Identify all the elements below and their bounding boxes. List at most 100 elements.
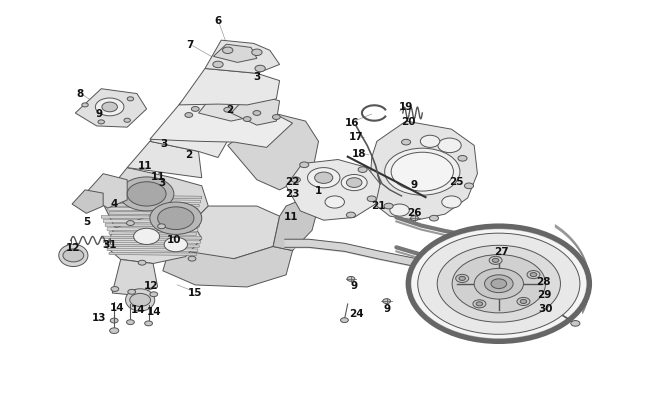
Circle shape (96, 99, 124, 117)
Circle shape (127, 98, 134, 102)
Circle shape (130, 294, 151, 307)
Text: 12: 12 (66, 242, 81, 252)
Text: 14: 14 (147, 307, 162, 316)
Circle shape (158, 224, 166, 229)
Polygon shape (72, 190, 103, 214)
Polygon shape (227, 114, 318, 190)
Circle shape (520, 300, 526, 304)
Text: 4: 4 (111, 198, 118, 208)
Circle shape (253, 111, 261, 116)
Text: 3: 3 (158, 177, 165, 187)
Circle shape (158, 207, 194, 230)
Circle shape (438, 139, 462, 153)
Text: 20: 20 (401, 117, 415, 127)
Circle shape (164, 238, 187, 252)
Circle shape (411, 216, 419, 221)
Circle shape (300, 162, 309, 168)
Polygon shape (127, 142, 202, 178)
Circle shape (127, 182, 166, 207)
Polygon shape (231, 94, 280, 126)
Circle shape (134, 229, 160, 245)
Polygon shape (107, 249, 198, 252)
Polygon shape (103, 241, 200, 244)
Text: 27: 27 (494, 247, 509, 257)
Text: 2: 2 (226, 104, 233, 115)
Text: 30: 30 (538, 303, 552, 313)
Polygon shape (101, 196, 202, 199)
Text: 2: 2 (185, 150, 192, 160)
Polygon shape (205, 41, 280, 74)
Circle shape (150, 292, 158, 297)
Text: 9: 9 (383, 303, 390, 313)
Text: 25: 25 (448, 177, 463, 186)
Circle shape (222, 48, 233, 54)
Circle shape (385, 149, 460, 196)
Circle shape (127, 221, 135, 226)
Circle shape (476, 302, 483, 306)
Text: 21: 21 (371, 201, 385, 211)
Text: 19: 19 (399, 101, 413, 111)
Circle shape (213, 62, 223, 68)
Text: 9: 9 (411, 179, 418, 189)
Circle shape (82, 104, 88, 108)
Circle shape (346, 213, 356, 218)
Polygon shape (370, 122, 477, 221)
Circle shape (120, 177, 174, 211)
Polygon shape (150, 118, 234, 158)
Circle shape (272, 115, 280, 120)
Text: 10: 10 (167, 234, 182, 245)
Circle shape (442, 196, 462, 209)
Text: 14: 14 (131, 305, 146, 314)
Circle shape (571, 321, 580, 326)
Circle shape (459, 277, 465, 281)
Circle shape (421, 136, 440, 148)
Circle shape (391, 153, 454, 192)
Polygon shape (105, 204, 199, 207)
Polygon shape (101, 168, 208, 237)
Circle shape (128, 290, 136, 294)
Text: 23: 23 (285, 189, 300, 198)
Circle shape (456, 275, 469, 283)
Polygon shape (273, 198, 318, 251)
Circle shape (473, 300, 486, 308)
Polygon shape (75, 90, 147, 128)
Circle shape (150, 202, 202, 235)
Circle shape (492, 259, 499, 263)
Text: 5: 5 (83, 217, 90, 227)
Text: 31: 31 (103, 240, 117, 250)
Circle shape (458, 156, 467, 162)
Polygon shape (112, 260, 158, 295)
Text: 9: 9 (350, 280, 358, 290)
Circle shape (430, 216, 439, 222)
Circle shape (367, 196, 376, 202)
Circle shape (255, 66, 265, 72)
Circle shape (527, 271, 540, 279)
Circle shape (402, 140, 411, 145)
Text: 3: 3 (161, 139, 168, 149)
Circle shape (418, 234, 580, 335)
Circle shape (517, 298, 530, 306)
Circle shape (110, 328, 119, 334)
Circle shape (252, 50, 262, 56)
Circle shape (489, 257, 502, 265)
Circle shape (102, 103, 118, 113)
Polygon shape (198, 85, 254, 122)
Circle shape (484, 275, 513, 293)
Polygon shape (170, 207, 280, 259)
Text: 18: 18 (352, 148, 366, 158)
Text: 13: 13 (92, 313, 107, 322)
Text: 29: 29 (537, 290, 551, 300)
Text: 15: 15 (187, 287, 202, 297)
Circle shape (188, 257, 196, 262)
Circle shape (145, 321, 153, 326)
Polygon shape (109, 212, 196, 215)
Polygon shape (101, 237, 202, 240)
Ellipse shape (411, 230, 586, 339)
Circle shape (474, 269, 523, 299)
Polygon shape (103, 200, 200, 203)
Circle shape (224, 108, 231, 113)
Circle shape (291, 177, 300, 183)
Circle shape (390, 205, 410, 217)
Polygon shape (150, 102, 292, 148)
Circle shape (127, 320, 135, 325)
